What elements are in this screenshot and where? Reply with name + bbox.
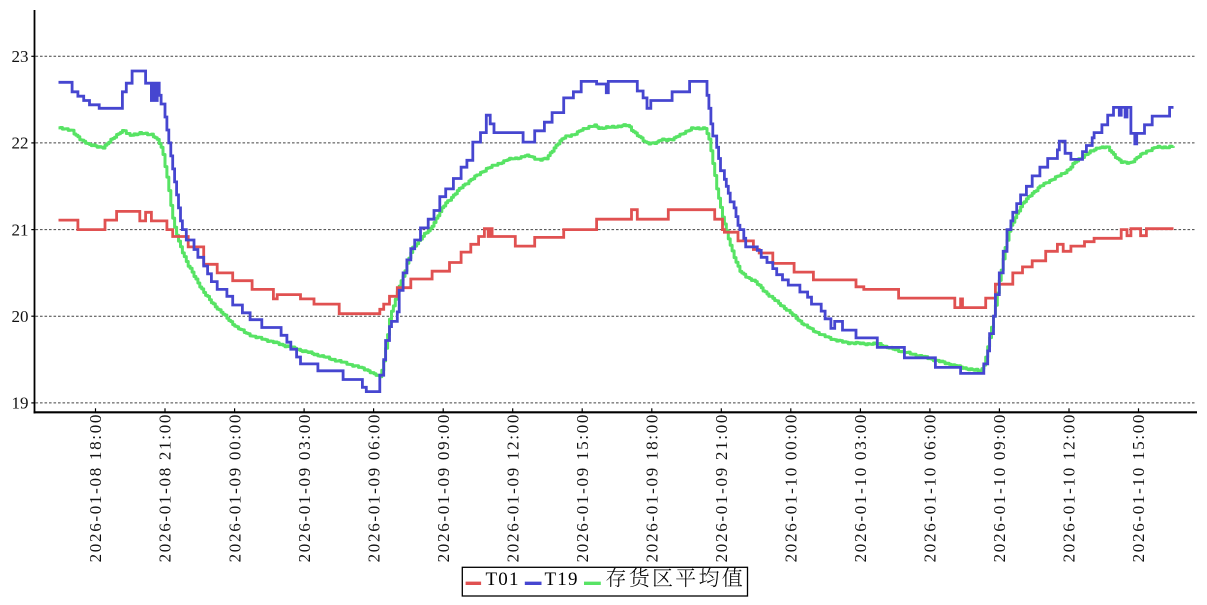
- svg-text:21: 21: [12, 220, 29, 239]
- svg-text:2026-01-09 09:00: 2026-01-09 09:00: [434, 413, 453, 563]
- svg-text:2026-01-09 00:00: 2026-01-09 00:00: [225, 413, 244, 563]
- svg-text:2026-01-10 12:00: 2026-01-10 12:00: [1060, 413, 1079, 563]
- svg-text:T01: T01: [486, 569, 520, 590]
- svg-text:2026-01-09 18:00: 2026-01-09 18:00: [643, 413, 662, 563]
- svg-text:2026-01-09 06:00: 2026-01-09 06:00: [364, 413, 383, 563]
- svg-text:2026-01-09 12:00: 2026-01-09 12:00: [503, 413, 522, 563]
- svg-text:2026-01-09 03:00: 2026-01-09 03:00: [295, 413, 314, 563]
- svg-text:2026-01-08 21:00: 2026-01-08 21:00: [156, 413, 175, 563]
- svg-text:22: 22: [12, 134, 29, 153]
- svg-text:23: 23: [12, 47, 29, 66]
- svg-text:2026-01-08 18:00: 2026-01-08 18:00: [86, 413, 105, 563]
- svg-text:T19: T19: [545, 569, 579, 590]
- svg-text:20: 20: [12, 307, 29, 326]
- svg-text:2026-01-10 06:00: 2026-01-10 06:00: [921, 413, 940, 563]
- svg-text:19: 19: [12, 394, 29, 413]
- svg-text:2026-01-10 15:00: 2026-01-10 15:00: [1129, 413, 1148, 563]
- svg-text:2026-01-09 15:00: 2026-01-09 15:00: [573, 413, 592, 563]
- svg-text:2026-01-10 09:00: 2026-01-10 09:00: [990, 413, 1009, 563]
- svg-text:2026-01-10 00:00: 2026-01-10 00:00: [782, 413, 801, 563]
- svg-text:2026-01-09 21:00: 2026-01-09 21:00: [712, 413, 731, 563]
- svg-text:2026-01-10 03:00: 2026-01-10 03:00: [851, 413, 870, 563]
